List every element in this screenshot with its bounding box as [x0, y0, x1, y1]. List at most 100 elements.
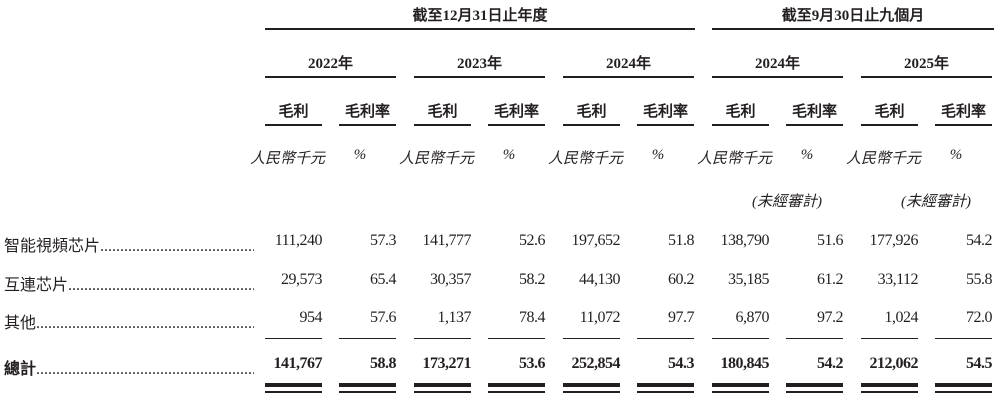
divider	[265, 28, 695, 30]
divider	[861, 76, 992, 78]
row-label-total: 總計......................................…	[4, 355, 254, 379]
year-header: 2025年	[903, 56, 949, 72]
divider	[786, 124, 843, 126]
leader-dots: ........................................…	[36, 315, 254, 332]
gross-profit-header: 毛利	[874, 104, 905, 120]
total-double-rule	[786, 391, 843, 393]
total-double-rule	[488, 383, 545, 387]
unaudited-label: (未經審計)	[901, 194, 971, 210]
table-cell: 954	[299, 309, 323, 326]
unit-label: %	[800, 147, 814, 163]
total-label-text: 總計	[4, 361, 37, 378]
table-cell: 29,573	[281, 271, 323, 288]
divider	[712, 28, 994, 30]
gross-profit-header: 毛利	[427, 104, 458, 120]
divider	[265, 76, 396, 78]
divider	[712, 76, 843, 78]
table-cell: 35,185	[728, 271, 770, 288]
year-header: 2022年	[307, 56, 353, 72]
total-double-rule	[265, 383, 322, 387]
table-cell: 55.8	[966, 271, 993, 288]
year-header: 2023年	[456, 56, 502, 72]
total-double-rule	[861, 391, 918, 393]
total-double-rule	[414, 383, 471, 387]
table-cell: 11,072	[579, 309, 621, 326]
total-cell: 180,845	[720, 355, 770, 372]
table-cell: 52.6	[519, 232, 546, 249]
unit-label: %	[949, 147, 963, 163]
row-label: 智能視頻芯片..................................…	[4, 232, 254, 256]
divider	[414, 76, 545, 78]
table-cell: 78.4	[519, 309, 546, 326]
divider	[339, 124, 396, 126]
subtotal-rule	[637, 338, 694, 339]
row-label: 互連芯片....................................…	[4, 271, 254, 295]
total-double-rule	[414, 391, 471, 393]
total-cell: 141,767	[273, 355, 323, 372]
unit-label: 人民幣千元	[399, 151, 475, 167]
total-cell: 173,271	[422, 355, 472, 372]
table-cell: 97.2	[817, 309, 844, 326]
total-double-rule	[563, 383, 620, 387]
total-double-rule	[786, 383, 843, 387]
subtotal-rule	[265, 338, 322, 339]
divider	[488, 124, 545, 126]
total-double-rule	[339, 383, 396, 387]
table-cell: 30,357	[430, 271, 472, 288]
total-cell: 54.5	[966, 355, 993, 372]
leader-dots: ........................................…	[100, 238, 254, 255]
total-cell: 53.6	[519, 355, 546, 372]
gross-margin-header: 毛利率	[940, 104, 986, 120]
total-cell: 54.3	[668, 355, 695, 372]
table-cell: 138,790	[720, 232, 770, 249]
divider	[414, 124, 471, 126]
total-cell: 212,062	[869, 355, 919, 372]
table-cell: 111,240	[274, 232, 323, 249]
leader-dots: ........................................…	[68, 277, 254, 294]
table-cell: 57.6	[370, 309, 397, 326]
subtotal-rule	[861, 338, 918, 339]
gross-margin-header: 毛利率	[493, 104, 539, 120]
table-cell: 44,130	[579, 271, 621, 288]
table-cell: 141,777	[422, 232, 472, 249]
total-cell: 58.8	[370, 355, 397, 372]
total-double-rule	[861, 383, 918, 387]
row-label-text: 互連芯片	[4, 277, 69, 294]
subtotal-rule	[414, 338, 471, 339]
table-cell: 57.3	[370, 232, 397, 249]
gross-margin-header: 毛利率	[344, 104, 390, 120]
table-cell: 6,870	[735, 309, 770, 326]
table-cell: 97.7	[668, 309, 695, 326]
unaudited-label: (未經審計)	[752, 194, 822, 210]
total-cell: 252,854	[571, 355, 621, 372]
row-label: 其他......................................…	[4, 309, 254, 333]
total-double-rule	[488, 391, 545, 393]
total-double-rule	[637, 391, 694, 393]
divider	[637, 124, 694, 126]
table-cell: 58.2	[519, 271, 546, 288]
total-double-rule	[712, 391, 769, 393]
divider	[861, 124, 918, 126]
table-cell: 60.2	[668, 271, 695, 288]
table-cell: 65.4	[370, 271, 397, 288]
total-double-rule	[935, 391, 992, 393]
table-cell: 1,024	[884, 309, 919, 326]
table-cell: 197,652	[571, 232, 621, 249]
subtotal-rule	[712, 338, 769, 339]
divider	[265, 124, 322, 126]
table-cell: 61.2	[817, 271, 844, 288]
divider	[563, 76, 694, 78]
leader-dots: ........................................…	[36, 361, 254, 378]
unit-label: 人民幣千元	[846, 151, 922, 167]
gross-profit-header: 毛利	[278, 104, 309, 120]
year-header: 2024年	[754, 56, 800, 72]
year-header: 2024年	[605, 56, 651, 72]
gross-profit-header: 毛利	[576, 104, 607, 120]
unit-label: 人民幣千元	[697, 151, 773, 167]
unit-label: %	[353, 147, 367, 163]
total-double-rule	[339, 391, 396, 393]
unit-label: %	[502, 147, 516, 163]
total-cell: 54.2	[817, 355, 844, 372]
table-cell: 54.2	[966, 232, 993, 249]
total-double-rule	[265, 391, 322, 393]
